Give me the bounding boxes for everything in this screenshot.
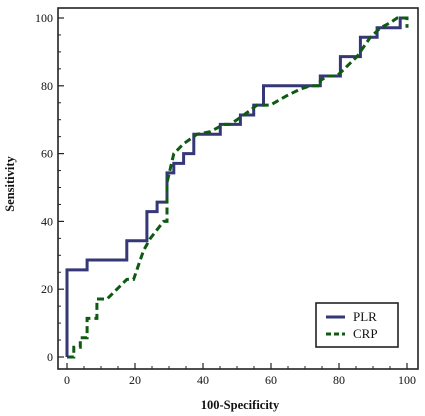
x-tick-label: 100 — [398, 373, 416, 387]
y-axis: 0 20 40 60 80 100 — [35, 11, 64, 364]
series-line-crp — [67, 16, 409, 359]
series-layer — [65, 16, 409, 359]
legend: PLR CRP — [315, 302, 399, 348]
legend-label-plr: PLR — [353, 309, 377, 324]
y-tick-label: 20 — [41, 282, 53, 296]
x-axis: 0 20 40 60 80 100 — [64, 363, 416, 387]
x-tick-label: 20 — [129, 373, 141, 387]
y-tick-label: 40 — [41, 214, 53, 228]
y-tick-label: 100 — [35, 11, 53, 25]
x-tick-label: 80 — [333, 373, 345, 387]
x-tick-label: 40 — [197, 373, 209, 387]
series-line-plr — [65, 16, 407, 357]
y-tick-label: 60 — [41, 147, 53, 161]
x-tick-label: 0 — [64, 373, 70, 387]
y-tick-label: 0 — [47, 350, 53, 364]
plot-frame — [57, 7, 419, 370]
legend-box — [315, 302, 399, 348]
legend-label-crp: CRP — [353, 326, 378, 341]
plot-area — [57, 7, 419, 370]
x-axis-title: 100-Specificity — [201, 398, 280, 412]
y-tick-label: 80 — [41, 79, 53, 93]
y-axis-title: Sensitivity — [3, 155, 17, 211]
x-tick-label: 60 — [265, 373, 277, 387]
